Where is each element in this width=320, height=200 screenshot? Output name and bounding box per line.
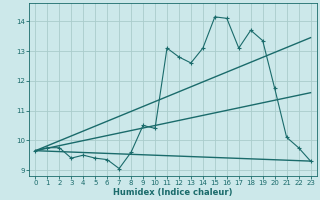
X-axis label: Humidex (Indice chaleur): Humidex (Indice chaleur) bbox=[113, 188, 233, 197]
